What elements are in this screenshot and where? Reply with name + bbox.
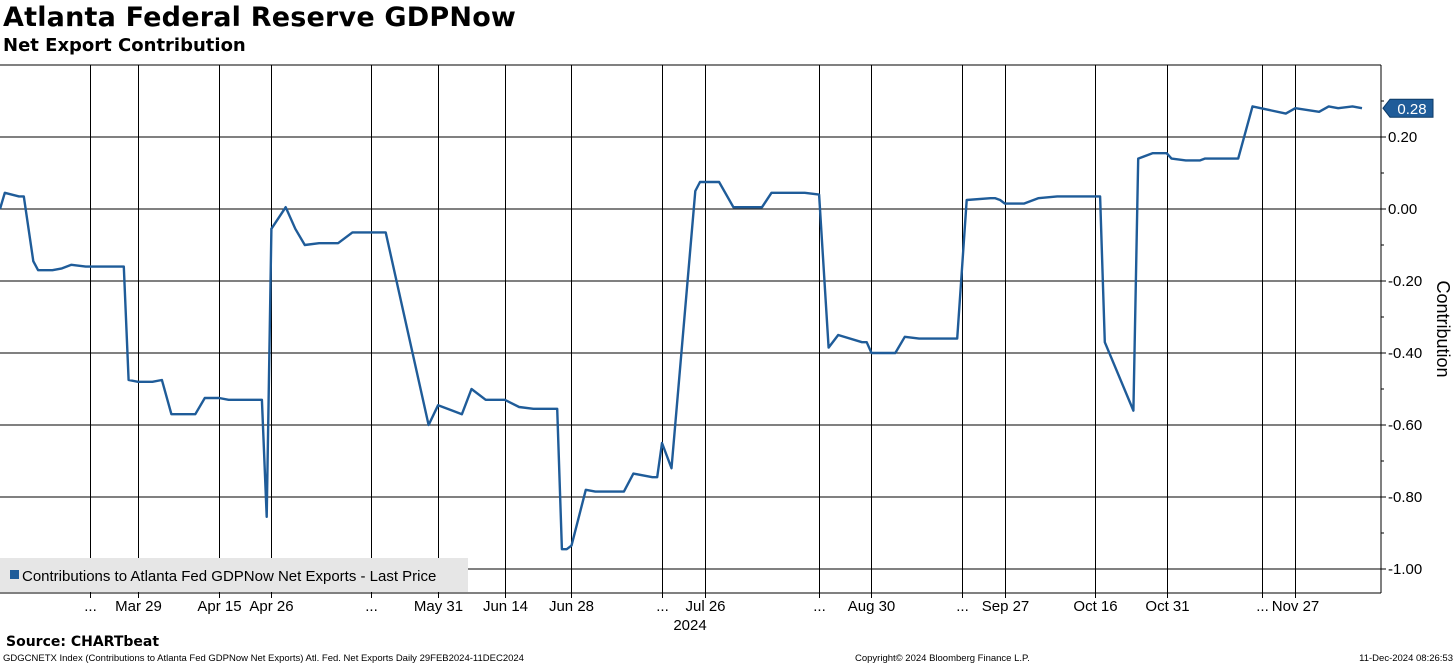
y-tick-label: 0.00 [1388, 201, 1417, 218]
x-tick-label: Mar 29 [115, 598, 162, 615]
axes: 0.20 0.00 -0.20 -0.40 -0.60 -0.80 -1.00... Mar … [84, 98, 1453, 634]
x-tick-label: Oct 16 [1073, 598, 1117, 615]
last-value-label: 0.28 [1397, 101, 1426, 118]
x-tick-label: Nov 27 [1272, 598, 1320, 615]
x-tick-label: Apr 26 [249, 598, 293, 615]
legend-box [0, 558, 468, 592]
plot-frame [0, 64, 1382, 594]
x-tick-label: Jun 28 [549, 598, 594, 615]
x-tick-label: ... [1256, 598, 1269, 615]
x-tick-label: Jun 14 [483, 598, 528, 615]
series-line [0, 105, 1363, 551]
timestamp: 11-Dec-2024 08:26:53 [1359, 653, 1453, 664]
copyright-note: Copyright© 2024 Bloomberg Finance L.P. [855, 653, 1030, 664]
chart-subtitle: Net Export Contribution [3, 35, 246, 56]
x-tick-label: ... [813, 598, 826, 615]
line-chart: Contributions to Atlanta Fed GDPNow Net … [0, 64, 1453, 634]
series-description: GDGCNETX Index (Contributions to Atlanta… [3, 653, 524, 664]
x-tick-label: ... [656, 598, 669, 615]
y-tick-label: -0.60 [1388, 417, 1422, 434]
x-tick-label: Sep 27 [982, 598, 1030, 615]
x-tick-label: Apr 15 [197, 598, 241, 615]
y-tick-label: -0.80 [1388, 489, 1422, 506]
legend: Contributions to Atlanta Fed GDPNow Net … [0, 558, 468, 592]
y-tick-label: -1.00 [1388, 561, 1422, 578]
x-tick-label: ... [84, 598, 97, 615]
y-tick-label: -0.20 [1388, 273, 1422, 290]
x-tick-label: Aug 30 [848, 598, 896, 615]
x-year-label: 2024 [673, 617, 706, 634]
legend-swatch [10, 570, 19, 579]
source-note: Source: CHARTbeat [6, 634, 160, 650]
series-layer [0, 105, 1363, 551]
grid-lines [0, 65, 1381, 593]
legend-label: Contributions to Atlanta Fed GDPNow Net … [22, 568, 436, 585]
y-axis-title: Contribution [1433, 280, 1453, 377]
x-tick-label: ... [365, 598, 378, 615]
x-tick-label: Oct 31 [1145, 598, 1189, 615]
chart-title: Atlanta Federal Reserve GDPNow [3, 2, 517, 33]
x-tick-label: May 31 [414, 598, 463, 615]
x-tick-label: Jul 26 [685, 598, 725, 615]
x-tick-label: ... [956, 598, 969, 615]
y-tick-label: -0.40 [1388, 345, 1422, 362]
last-value-marker [1382, 98, 1434, 118]
y-tick-label: 0.20 [1388, 129, 1417, 146]
